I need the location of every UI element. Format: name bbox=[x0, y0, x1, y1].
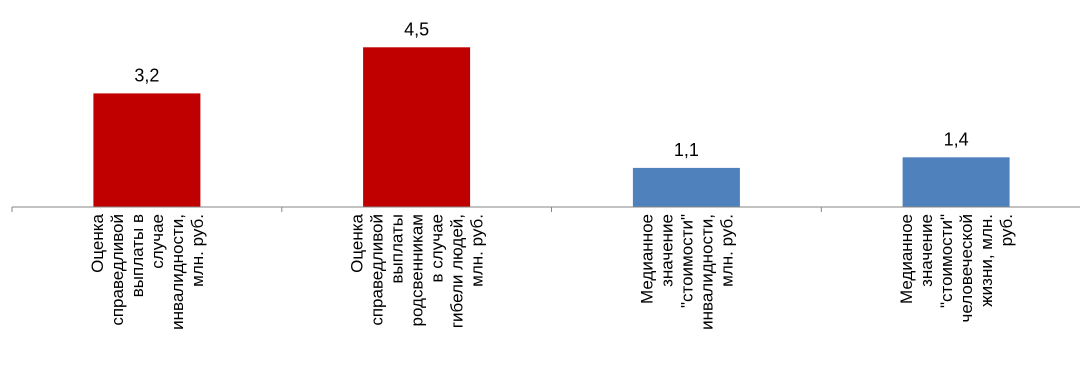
data-label-3: 1,1 bbox=[674, 140, 699, 160]
value-labels-group: 3,2 4,5 1,1 1,4 bbox=[134, 19, 968, 160]
category-label-4: Медианноезначение"стоимости"человеческой… bbox=[897, 214, 1016, 322]
bars-group bbox=[93, 47, 1010, 208]
data-label-4: 1,4 bbox=[944, 129, 969, 149]
category-label-2: Оценкасправедливойвыплатыродсвенникамв с… bbox=[348, 213, 487, 328]
bar-1 bbox=[93, 93, 201, 207]
bar-2 bbox=[363, 47, 471, 208]
category-label-1: Оценкасправедливойвыплаты вслучаеинвалид… bbox=[88, 213, 207, 329]
data-label-1: 3,2 bbox=[134, 65, 159, 85]
category-label-3: Медианноезначение"стоимости"инвалидности… bbox=[637, 214, 736, 330]
bar-3 bbox=[632, 167, 740, 207]
bar-4 bbox=[902, 157, 1010, 207]
x-axis bbox=[11, 206, 1080, 212]
data-label-2: 4,5 bbox=[404, 19, 429, 39]
category-labels-group: Оценкасправедливойвыплаты вслучаеинвалид… bbox=[88, 213, 1016, 329]
